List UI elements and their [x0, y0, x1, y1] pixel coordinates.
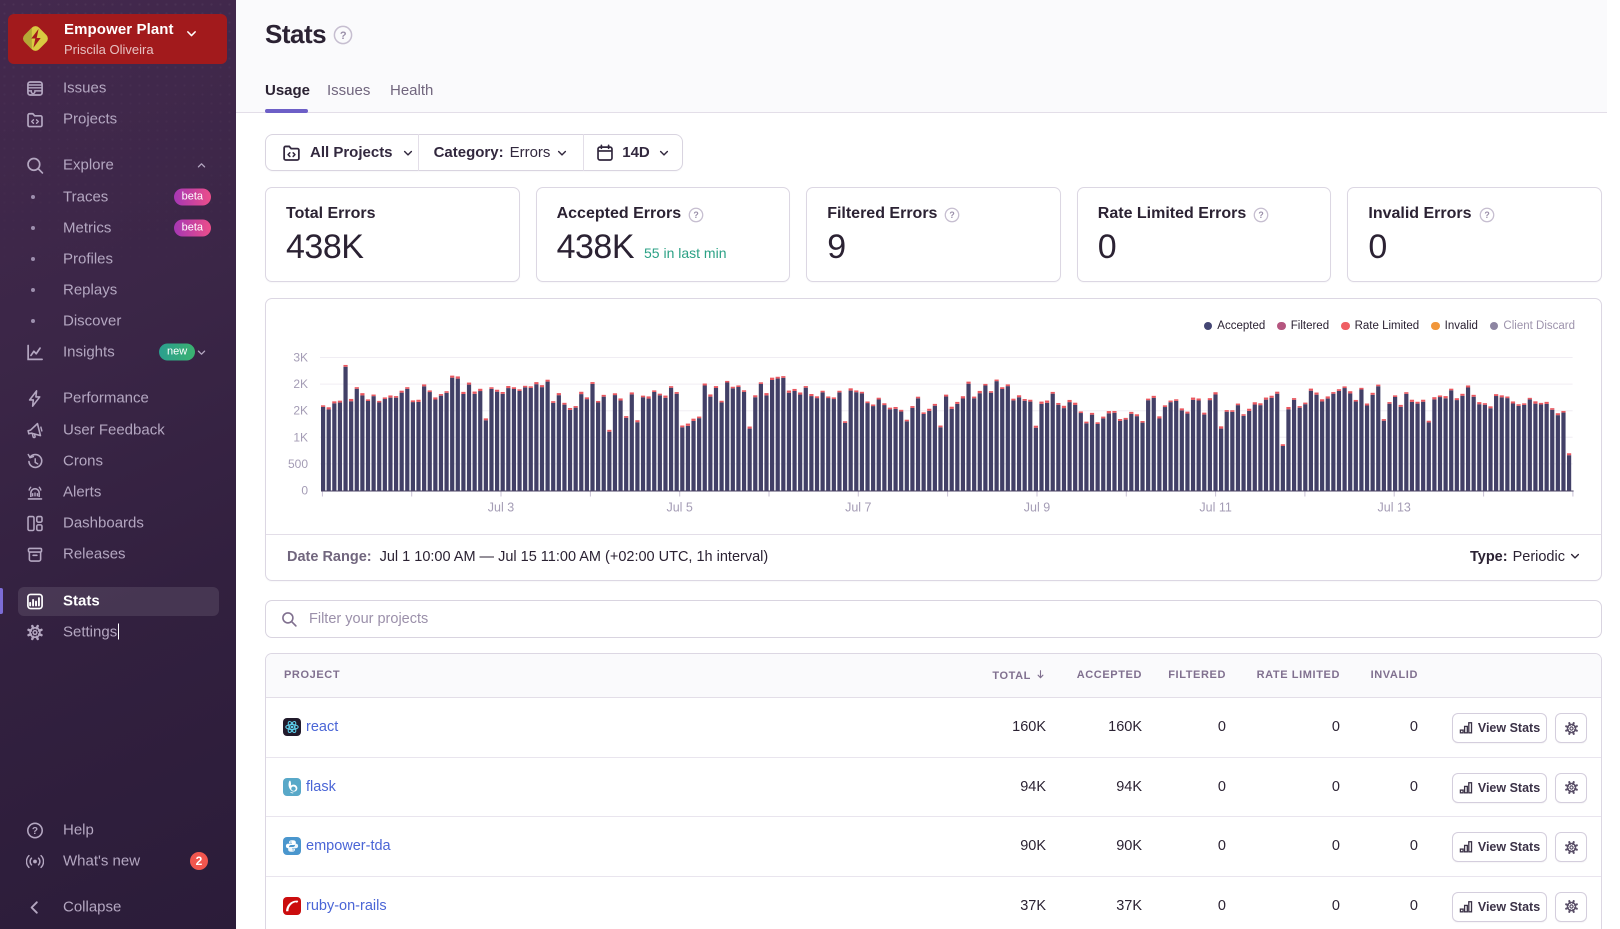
svg-text:Jul 3: Jul 3	[488, 501, 514, 515]
svg-text:?: ?	[950, 210, 955, 220]
svg-text:Jul 13: Jul 13	[1378, 501, 1411, 515]
svg-text:3K: 3K	[293, 351, 308, 365]
svg-text:Jul 9: Jul 9	[1024, 501, 1050, 515]
svg-text:Jul 11: Jul 11	[1199, 501, 1231, 515]
svg-text:0: 0	[301, 484, 308, 498]
svg-text:?: ?	[340, 30, 347, 42]
svg-text:2K: 2K	[293, 404, 308, 418]
svg-text:500: 500	[288, 457, 308, 471]
svg-text:Jul 5: Jul 5	[666, 501, 692, 515]
svg-text:?: ?	[1259, 210, 1264, 220]
svg-text:1K: 1K	[293, 430, 308, 444]
svg-text:2K: 2K	[293, 377, 308, 391]
svg-text:Jul 7: Jul 7	[845, 501, 871, 515]
svg-text:?: ?	[693, 210, 698, 220]
svg-text:?: ?	[31, 826, 37, 837]
svg-text:?: ?	[1484, 210, 1489, 220]
